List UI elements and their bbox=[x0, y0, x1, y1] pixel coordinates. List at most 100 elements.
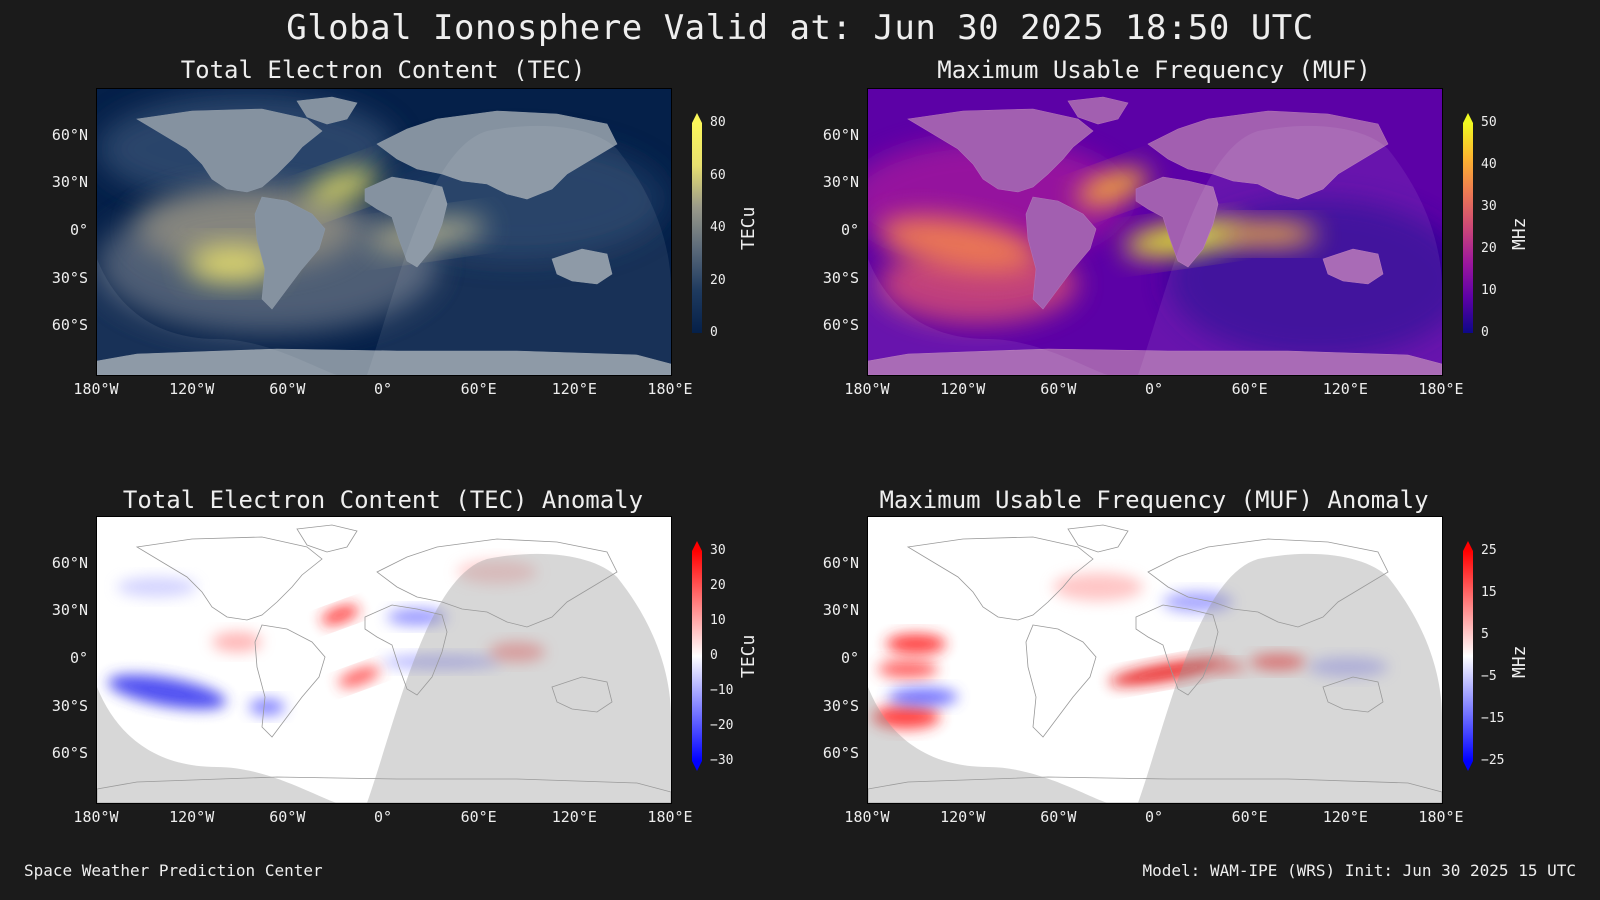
lon-tick-label: 180°E bbox=[647, 380, 693, 398]
night-shadow bbox=[367, 553, 671, 803]
lon-tick-label: 60°W bbox=[269, 808, 306, 826]
muf-anomaly-positive bbox=[872, 705, 940, 729]
map-background bbox=[97, 517, 671, 803]
map-canvas bbox=[97, 89, 671, 375]
lon-tick-label: 60°E bbox=[460, 808, 497, 826]
lat-tick-label: 60°S bbox=[51, 316, 88, 335]
lon-tick-label: 120°W bbox=[940, 380, 986, 398]
colorbar-extend-arrow bbox=[1463, 113, 1473, 123]
lon-tick-label: 0° bbox=[1144, 808, 1164, 826]
landmass bbox=[1322, 676, 1384, 713]
landmass bbox=[907, 108, 1094, 193]
page-title: Global Ionosphere Valid at: Jun 30 2025 … bbox=[286, 8, 1314, 48]
lon-tick-label: 60°E bbox=[1231, 380, 1268, 398]
colorbar-label: MHz bbox=[1509, 645, 1530, 678]
lon-tick-label: 120°E bbox=[551, 380, 597, 398]
landmass bbox=[1067, 96, 1129, 125]
colorbar-tick-label: 0 bbox=[710, 325, 718, 340]
colorbar-tick-label: −10 bbox=[710, 683, 734, 698]
colorbar-gradient bbox=[1463, 551, 1473, 761]
lat-tick-label: 60°S bbox=[51, 744, 88, 763]
landmass bbox=[364, 604, 448, 696]
colorbar-tick-label: 0 bbox=[710, 648, 718, 663]
lon-tick-label: 0° bbox=[373, 808, 393, 826]
colorbar-tick-label: −30 bbox=[710, 753, 734, 768]
colorbar-tick-label: 15 bbox=[1481, 585, 1497, 600]
muf-anomaly-positive bbox=[1053, 573, 1143, 601]
tec-anomaly-map[interactable] bbox=[96, 516, 672, 804]
lon-tick-label: 180°E bbox=[1418, 380, 1464, 398]
colorbar-tick-label: −20 bbox=[710, 718, 734, 733]
muf-anomaly-positive bbox=[886, 634, 946, 654]
coastlines bbox=[868, 524, 1442, 803]
landmass bbox=[551, 248, 613, 285]
colorbar-tick-label: 0 bbox=[1481, 325, 1489, 340]
landmass bbox=[296, 524, 358, 553]
tec-anomaly-positive bbox=[321, 605, 359, 625]
landmass bbox=[97, 776, 671, 803]
panel-title-tec: Total Electron Content (TEC) bbox=[180, 56, 586, 84]
muf-peak bbox=[1076, 168, 1150, 206]
colorbar-label: TECu bbox=[738, 206, 759, 250]
lat-tick-label: 30°N bbox=[822, 173, 859, 192]
colorbar-extend-arrow bbox=[692, 541, 702, 551]
lat-tick-label: 30°S bbox=[822, 268, 859, 287]
lon-tick-label: 60°E bbox=[460, 380, 497, 398]
tec-anomaly-negative bbox=[107, 674, 227, 710]
colorbar-tick-label: 50 bbox=[1481, 115, 1497, 130]
lon-tick-label: 60°W bbox=[1040, 808, 1077, 826]
muf-anomaly-negative bbox=[1308, 657, 1388, 677]
footer-credit: Space Weather Prediction Center bbox=[24, 861, 323, 880]
tec-anomaly-positive bbox=[489, 642, 545, 662]
landmass bbox=[1147, 110, 1389, 200]
colorbar-tick-label: 5 bbox=[1481, 627, 1489, 642]
lon-tick-label: 180°W bbox=[73, 380, 119, 398]
landmass bbox=[254, 624, 326, 738]
lat-tick-label: 30°S bbox=[822, 696, 859, 715]
landmass bbox=[1025, 196, 1097, 310]
lat-tick-label: 0° bbox=[69, 649, 88, 667]
colorbar-tick-label: 10 bbox=[710, 613, 726, 628]
lat-tick-label: 60°N bbox=[51, 125, 88, 144]
muf-anomaly-positive bbox=[1210, 661, 1246, 673]
muf-anomaly-positive bbox=[1108, 658, 1228, 686]
colorbar bbox=[1463, 541, 1473, 771]
lon-tick-label: 180°W bbox=[844, 380, 890, 398]
muf-anomaly-map[interactable] bbox=[867, 516, 1443, 804]
muf-band bbox=[879, 215, 1037, 273]
landmass bbox=[376, 538, 618, 628]
landmass bbox=[868, 348, 1442, 375]
colorbar-extend-arrow bbox=[692, 113, 702, 123]
colorbar-tick-label: 80 bbox=[710, 115, 726, 130]
tec-anomaly-negative bbox=[382, 655, 502, 669]
map-canvas bbox=[868, 89, 1442, 375]
lat-tick-label: 30°N bbox=[822, 601, 859, 620]
night-shadow bbox=[868, 259, 1108, 375]
colorbar-tick-label: −25 bbox=[1481, 753, 1505, 768]
landmass bbox=[1147, 538, 1389, 628]
muf-map[interactable] bbox=[867, 88, 1443, 376]
panel-title-tec-anomaly: Total Electron Content (TEC) Anomaly bbox=[122, 486, 644, 514]
tec-peak bbox=[305, 168, 379, 206]
colorbar bbox=[1463, 113, 1473, 343]
muf-band bbox=[1218, 222, 1318, 246]
tec-map[interactable] bbox=[96, 88, 672, 376]
colorbar-tick-label: 20 bbox=[1481, 241, 1497, 256]
lat-tick-label: 0° bbox=[69, 221, 88, 239]
tec-peak bbox=[187, 246, 277, 282]
landmass bbox=[1322, 248, 1384, 285]
colorbar-tick-label: 40 bbox=[1481, 157, 1497, 172]
landmass bbox=[906, 536, 1094, 621]
lat-tick-label: 60°S bbox=[822, 744, 859, 763]
colorbar-tick-label: 40 bbox=[710, 220, 726, 235]
colorbar-extend-arrow bbox=[1463, 541, 1473, 551]
landmass bbox=[254, 196, 326, 310]
landmass bbox=[1025, 624, 1097, 738]
colorbar-tick-label: 30 bbox=[710, 543, 726, 558]
colorbar-tick-label: −5 bbox=[1481, 669, 1497, 684]
lat-tick-label: 30°S bbox=[51, 268, 88, 287]
lon-tick-label: 120°W bbox=[169, 380, 215, 398]
footer-model-info: Model: WAM-IPE (WRS) Init: Jun 30 2025 1… bbox=[1142, 861, 1576, 880]
lat-tick-label: 30°N bbox=[51, 601, 88, 620]
muf-anomaly-negative bbox=[888, 688, 958, 706]
